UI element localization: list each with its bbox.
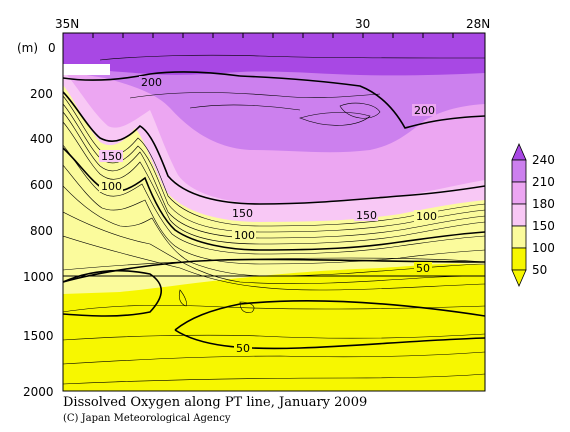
colorbar-label: 210 [532, 175, 555, 189]
colorbar-label: 100 [532, 241, 555, 255]
contour-label: 150 [356, 209, 377, 222]
y-axis-unit: (m) [17, 41, 38, 55]
contour-plot [63, 33, 485, 391]
contour-label: 100 [416, 210, 437, 223]
colorbar-label: 180 [532, 197, 555, 211]
top-tick-marks [62, 33, 486, 38]
x-tick-label: 30 [355, 17, 370, 31]
y-tick-label: 1500 [23, 329, 54, 343]
contour-label: 50 [236, 342, 250, 355]
x-tick-label: 35N [55, 17, 79, 31]
band-240 [63, 33, 485, 76]
colorbar-segment [511, 181, 527, 205]
contour-label: 150 [101, 150, 122, 163]
contour-label: 50 [416, 262, 430, 275]
colorbar-segment [511, 203, 527, 227]
contour-label: 200 [414, 104, 435, 117]
contour-label: 150 [232, 207, 253, 220]
colorbar-segment [511, 159, 527, 183]
no-data-mask [63, 64, 110, 75]
colorbar-label: 150 [532, 219, 555, 233]
contour-label: 100 [234, 229, 255, 242]
y-tick-label: 800 [30, 224, 53, 238]
y-tick-label: 2000 [23, 385, 54, 399]
colorbar: 240 210 180 150 100 50 [511, 143, 555, 287]
x-tick-label: 28N [466, 17, 490, 31]
colorbar-segment [511, 247, 527, 271]
colorbar-segment [511, 225, 527, 249]
contour-lines-bold [63, 71, 485, 350]
contour-labels: 200 200 150 100 150 150 100 100 50 50 [99, 76, 438, 355]
y-tick-label: 0 [48, 41, 56, 55]
y-tick-label: 600 [30, 178, 53, 192]
colorbar-label: 50 [532, 263, 547, 277]
colorbar-cap-top [511, 143, 527, 161]
y-tick-label: 1000 [23, 270, 54, 284]
contour-label: 200 [141, 76, 162, 89]
plot-frame [62, 32, 486, 392]
colorbar-cap-bottom [511, 269, 527, 287]
colorbar-label: 240 [532, 153, 555, 167]
y-tick-label: 400 [30, 132, 53, 146]
contour-label: 100 [101, 180, 122, 193]
y-tick-label: 200 [30, 87, 53, 101]
chart-title: Dissolved Oxygen along PT line, January … [63, 395, 367, 410]
credit-text: (C) Japan Meteorological Agency [63, 413, 231, 424]
